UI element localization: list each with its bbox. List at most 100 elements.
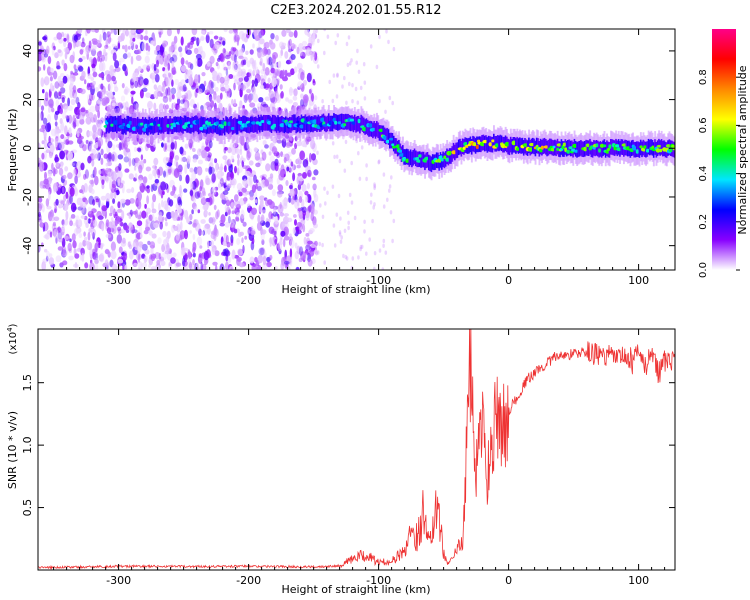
noise-speckle [80, 41, 86, 48]
noise-speckle [104, 259, 109, 268]
noise-speckle [161, 142, 164, 148]
noise-speckle [219, 92, 223, 100]
noise-speckle [296, 46, 300, 55]
noise-speckle [100, 244, 104, 250]
noise-speckle [252, 93, 259, 103]
colorbar-label: Normalized spectral amplitude [736, 65, 749, 234]
noise-speckle [53, 228, 59, 239]
noise-speckle [137, 197, 142, 206]
noise-speckle [283, 157, 287, 163]
noise-speckle [215, 86, 219, 92]
noise-speckle [248, 173, 254, 177]
noise-speckle [333, 243, 337, 248]
noise-speckle [296, 62, 303, 70]
noise-speckle [97, 42, 103, 47]
noise-speckle [137, 267, 141, 270]
noise-speckle [43, 130, 47, 137]
noise-speckle [348, 81, 351, 87]
noise-speckle [77, 219, 83, 228]
noise-speckle [81, 70, 86, 79]
noise-speckle [347, 220, 351, 225]
ridge-peak [223, 121, 227, 127]
noise-speckle [199, 45, 203, 55]
noise-speckle [107, 152, 113, 161]
noise-speckle [391, 100, 395, 106]
noise-speckle [184, 92, 189, 101]
noise-speckle [296, 141, 302, 147]
noise-speckle [289, 248, 293, 258]
noise-speckle [47, 56, 52, 65]
noise-speckle [116, 234, 123, 244]
noise-speckle [213, 91, 217, 100]
noise-speckle [153, 222, 159, 229]
noise-speckle [150, 266, 157, 270]
noise-speckle [226, 176, 232, 182]
noise-speckle [105, 175, 109, 182]
noise-speckle [212, 94, 218, 102]
noise-speckle [111, 171, 117, 182]
noise-speckle [124, 168, 130, 173]
noise-speckle [79, 49, 84, 55]
noise-speckle [105, 162, 109, 167]
noise-speckle [85, 139, 89, 144]
noise-speckle [348, 192, 352, 198]
noise-speckle [160, 46, 164, 56]
noise-speckle [43, 34, 48, 43]
noise-speckle [89, 140, 93, 145]
noise-speckle [197, 209, 201, 214]
noise-speckle [134, 173, 138, 179]
noise-speckle [134, 80, 139, 88]
noise-speckle [243, 37, 248, 43]
noise-speckle [161, 252, 168, 260]
noise-speckle [108, 37, 113, 42]
noise-speckle [40, 105, 45, 111]
noise-speckle [237, 158, 240, 167]
noise-speckle [49, 67, 54, 73]
noise-speckle [64, 235, 69, 240]
noise-speckle [85, 199, 89, 205]
noise-speckle [110, 29, 113, 34]
noise-speckle [341, 84, 344, 89]
noise-speckle [123, 252, 128, 261]
noise-speckle [147, 103, 151, 107]
noise-speckle [359, 85, 363, 91]
colorbar-tick-label: 0.4 [698, 166, 709, 182]
spectrogram-xtick-label: 0 [505, 274, 512, 287]
noise-speckle [209, 38, 214, 49]
noise-speckle [194, 191, 200, 199]
noise-speckle [86, 50, 89, 60]
noise-speckle [175, 233, 180, 241]
noise-speckle [236, 237, 241, 246]
noise-speckle [78, 197, 83, 206]
noise-speckle [314, 95, 318, 101]
noise-speckle [80, 184, 85, 195]
noise-speckle [147, 45, 151, 52]
noise-speckle [177, 81, 183, 92]
noise-speckle [301, 183, 307, 193]
noise-speckle [43, 64, 46, 71]
noise-speckle [61, 219, 65, 226]
noise-speckle [287, 40, 291, 50]
noise-speckle [217, 183, 222, 189]
noise-speckle [114, 44, 119, 49]
noise-speckle [174, 211, 179, 219]
noise-speckle [388, 95, 392, 101]
noise-speckle [68, 39, 72, 44]
noise-speckle [105, 174, 110, 184]
noise-speckle [98, 98, 103, 106]
noise-speckle [63, 37, 67, 42]
noise-speckle [100, 195, 107, 201]
noise-speckle [300, 71, 305, 81]
noise-speckle [68, 255, 74, 261]
noise-speckle [78, 232, 83, 239]
noise-speckle [107, 251, 111, 258]
noise-speckle [236, 71, 243, 77]
noise-speckle [137, 66, 142, 72]
noise-speckle [98, 73, 105, 78]
noise-speckle [302, 159, 309, 168]
noise-speckle [336, 72, 339, 78]
noise-speckle [300, 93, 304, 99]
noise-speckle [326, 190, 329, 195]
noise-speckle [153, 63, 157, 72]
noise-speckle [101, 168, 106, 176]
